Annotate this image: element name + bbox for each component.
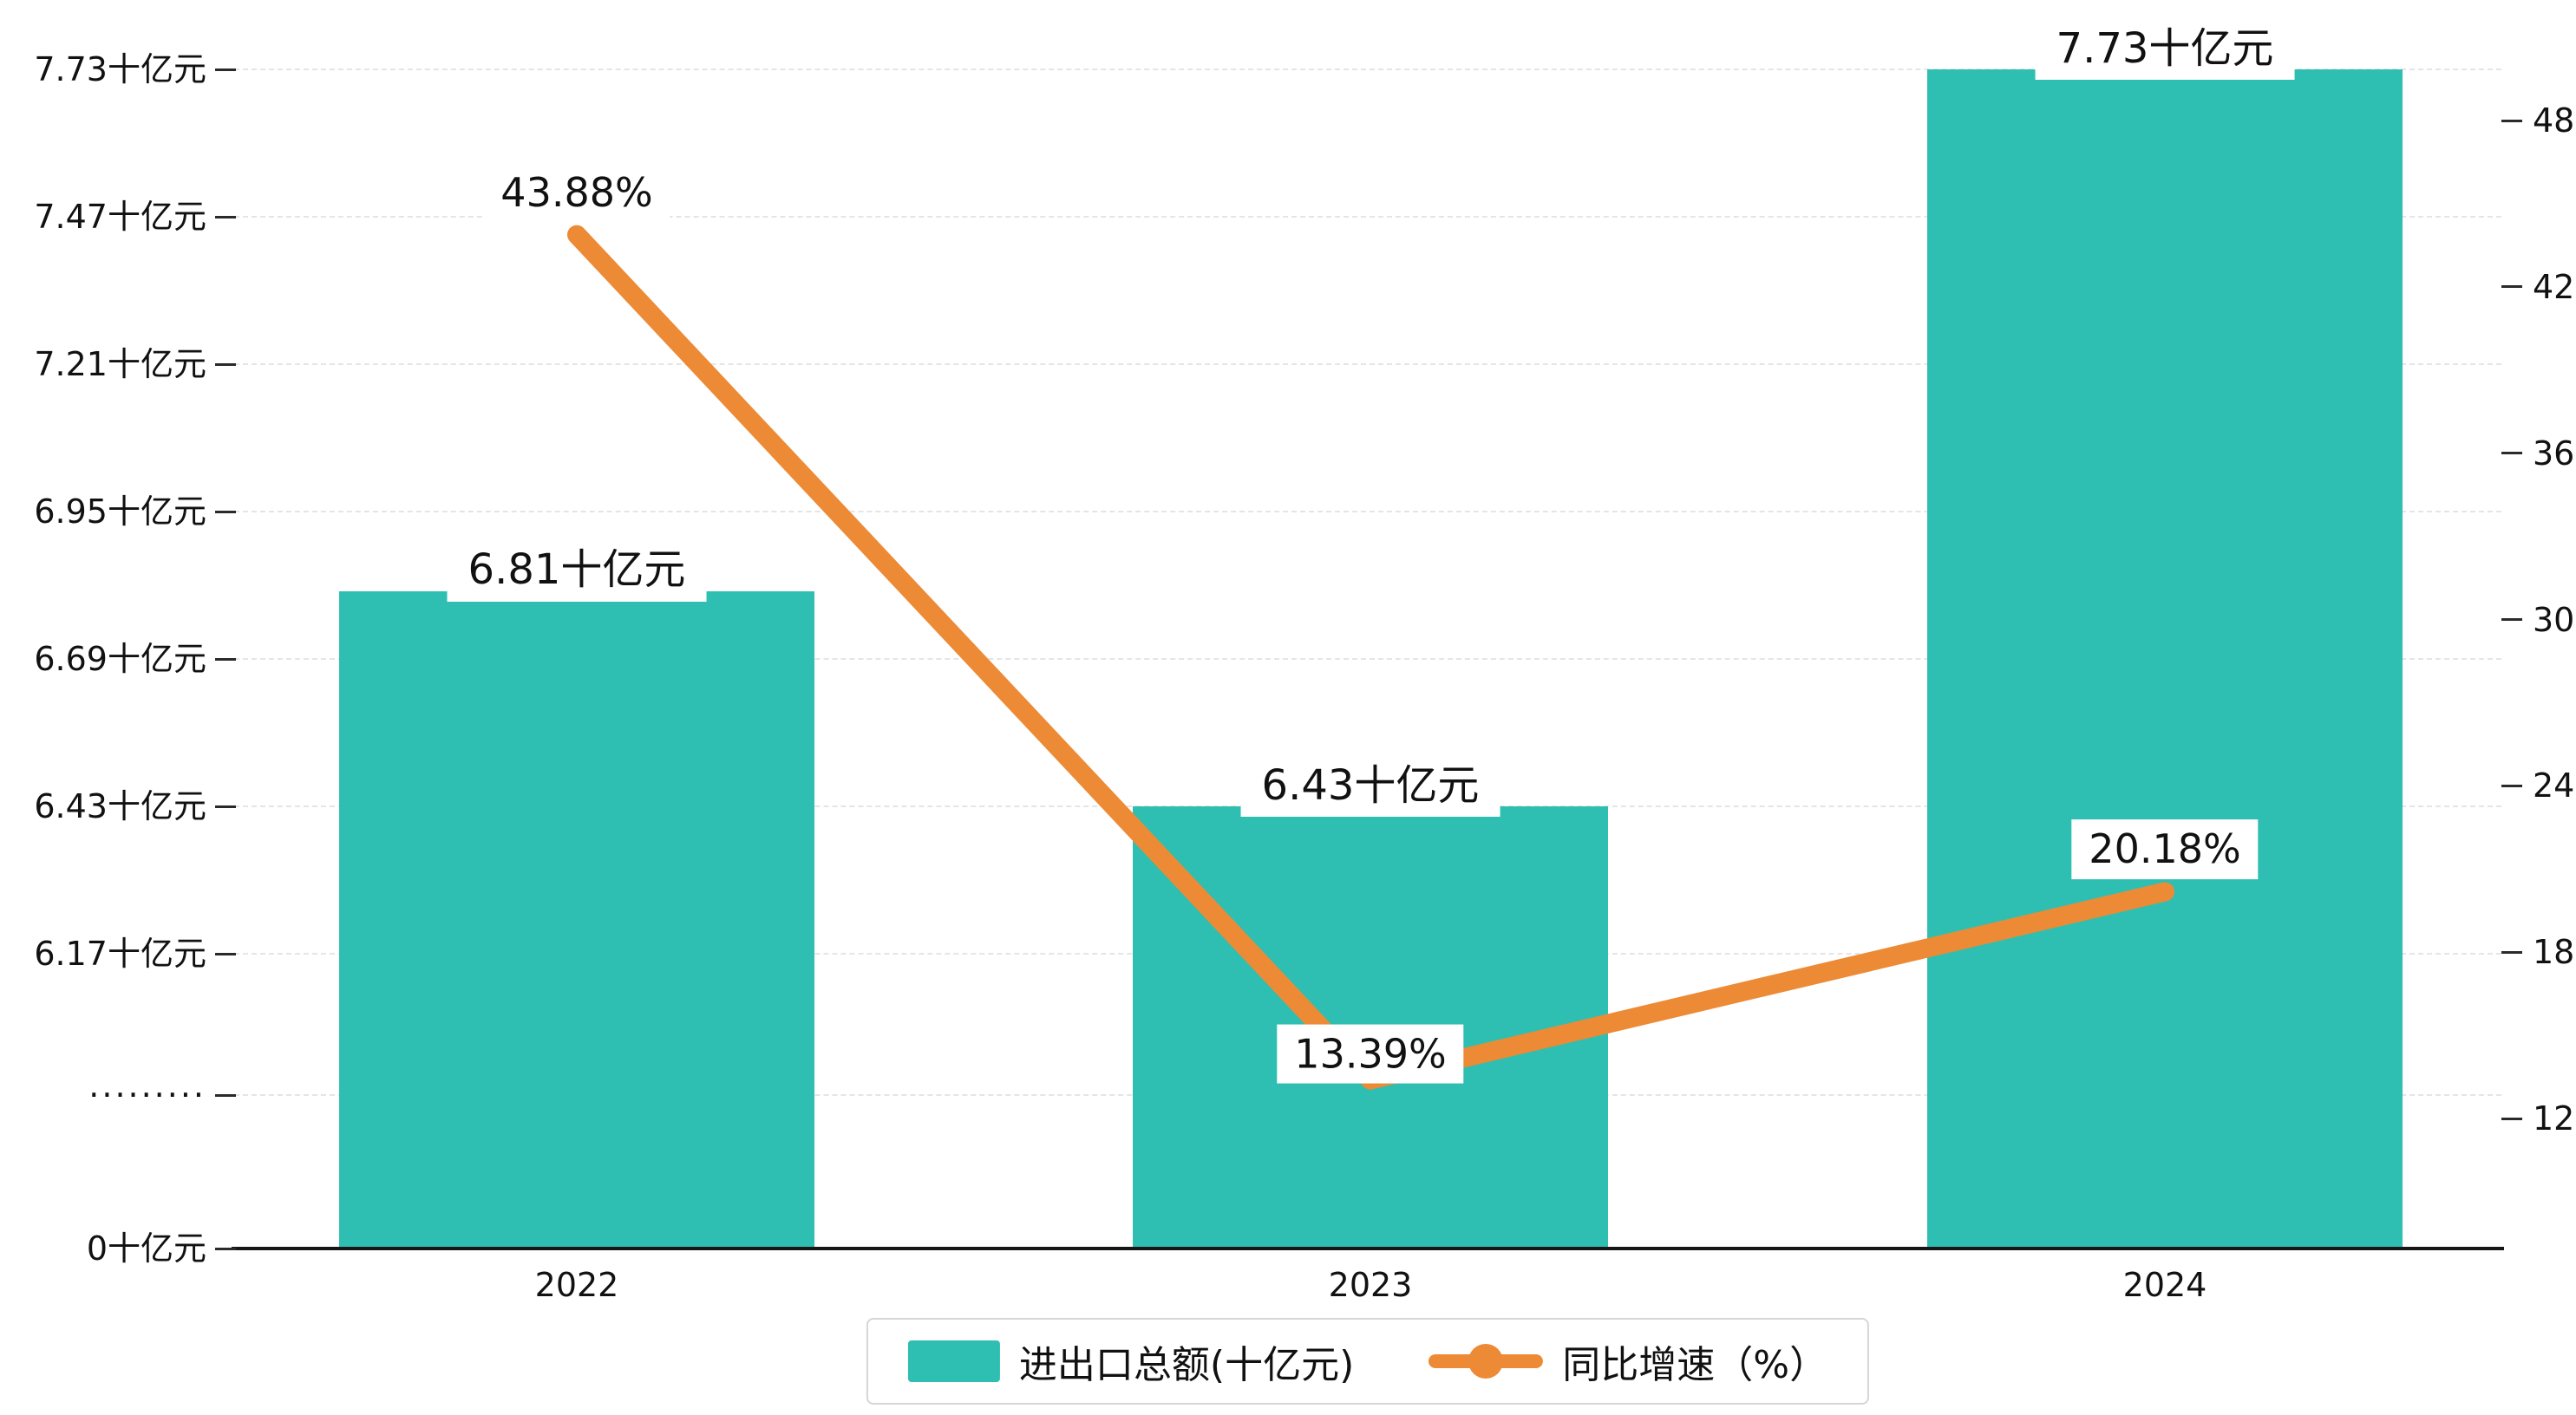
y-axis-tick-label-left: 6.69十亿元: [34, 640, 206, 678]
y-axis-tick-mark-right: [2501, 285, 2522, 289]
x-axis-line: [232, 1247, 2504, 1250]
y-axis-tick-label-left: 6.43十亿元: [34, 787, 206, 825]
y-axis-tick-mark-left: [215, 362, 236, 366]
line-point-label: 13.39%: [1277, 1024, 1464, 1084]
y-axis-tick-mark-right: [2501, 452, 2522, 455]
y-axis-tick-label-left: 6.95十亿元: [34, 492, 206, 531]
x-axis-tick-label: 2022: [534, 1266, 619, 1304]
y-axis-tick-label-right: 48: [2533, 101, 2575, 140]
y-axis-tick-mark-left: [215, 657, 236, 661]
legend: 进出口总额(十亿元) 同比增速（%）: [866, 1318, 1870, 1405]
bar-series-swatch-icon: [907, 1340, 1000, 1382]
legend-item-line-series[interactable]: 同比增速（%）: [1429, 1333, 1827, 1389]
y-axis-tick-mark-left: [215, 510, 236, 513]
y-axis-tick-label-left: 6.17十亿元: [34, 935, 206, 973]
y-axis-tick-mark-left: [215, 68, 236, 71]
line-series-marker-icon: [1468, 1344, 1504, 1379]
line-series-swatch-icon: [1429, 1344, 1544, 1379]
gridline: [234, 68, 2501, 70]
y-axis-tick-label-right: 36: [2533, 434, 2575, 473]
y-axis-tick-label-right: 18: [2533, 933, 2575, 972]
legend-item-bar-series[interactable]: 进出口总额(十亿元): [907, 1333, 1355, 1389]
y-axis-tick-mark-left: [215, 1247, 236, 1250]
y-axis-tick-label-left: 0十亿元: [86, 1229, 206, 1268]
y-axis-tick-label-left: 7.21十亿元: [34, 345, 206, 383]
y-axis-tick-mark-right: [2501, 119, 2522, 122]
bar-value-label: 6.81十亿元: [447, 539, 707, 602]
y-axis-tick-mark-left: [215, 215, 236, 218]
bar-2024[interactable]: [1927, 69, 2403, 1249]
gridline: [234, 658, 2501, 660]
legend-label-bar-series: 进出口总额(十亿元): [1018, 1343, 1355, 1387]
y-axis-tick-mark-right: [2501, 784, 2522, 787]
gridline: [234, 216, 2501, 218]
y-axis-tick-label-right: 30: [2533, 600, 2575, 639]
growth-line[interactable]: [567, 225, 2174, 1090]
y-axis-tick-label-right: 12: [2533, 1099, 2575, 1138]
y-axis-tick-mark-left: [215, 952, 236, 955]
bar-2022[interactable]: [339, 590, 814, 1249]
bar-value-label: 6.43十亿元: [1240, 754, 1500, 817]
gridline: [234, 363, 2501, 365]
y-axis-tick-label-right: 42: [2533, 267, 2575, 306]
y-axis-tick-mark-right: [2501, 1117, 2522, 1120]
y-axis-tick-mark-right: [2501, 618, 2522, 621]
x-axis-tick-label: 2023: [1328, 1266, 1413, 1304]
x-axis-tick-label: 2024: [2122, 1266, 2207, 1304]
y-axis-tick-mark-right: [2501, 950, 2522, 954]
line-point-label: 43.88%: [483, 162, 670, 223]
gridline: [234, 511, 2501, 512]
legend-label-line-series: 同比增速（%）: [1562, 1343, 1828, 1387]
y-axis-tick-label-left: 7.47十亿元: [34, 198, 206, 236]
y-axis-tick-label-left: ·········: [88, 1076, 206, 1114]
y-axis-tick-mark-left: [215, 1093, 236, 1097]
y-axis-tick-mark-left: [215, 805, 236, 808]
bar-value-label: 7.73十亿元: [2035, 17, 2295, 80]
y-axis-tick-label-left: 7.73十亿元: [34, 50, 206, 88]
y-axis-tick-label-right: 24: [2533, 766, 2575, 805]
line-point-label: 20.18%: [2071, 819, 2259, 880]
